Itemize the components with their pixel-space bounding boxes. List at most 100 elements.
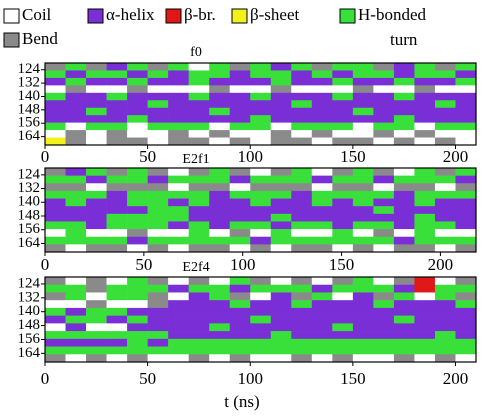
state-cell xyxy=(86,213,107,222)
state-cell xyxy=(311,107,333,116)
state-cell xyxy=(332,63,354,71)
state-cell xyxy=(250,331,272,340)
state-cell xyxy=(270,190,292,199)
state-cell xyxy=(106,307,128,316)
state-cell xyxy=(311,277,333,286)
state-cell xyxy=(373,206,395,215)
state-cell xyxy=(45,229,66,238)
state-cell xyxy=(147,77,169,86)
state-cell xyxy=(188,168,210,176)
state-cell xyxy=(414,115,436,123)
state-cell xyxy=(352,300,374,309)
state-cell xyxy=(127,70,148,79)
state-cell xyxy=(311,323,333,332)
state-cell xyxy=(127,107,148,116)
state-cell xyxy=(65,130,87,138)
state-cell xyxy=(127,284,148,293)
state-cell xyxy=(393,331,415,340)
state-cell xyxy=(86,115,107,123)
state-cell xyxy=(270,323,292,332)
state-cell xyxy=(127,354,148,363)
state-cell xyxy=(188,229,210,238)
state-cell xyxy=(291,229,313,238)
y-tick-label: 140 xyxy=(18,88,41,104)
state-cell xyxy=(455,292,477,301)
state-cell xyxy=(373,198,395,207)
state-cell xyxy=(332,236,354,245)
state-cell xyxy=(127,323,148,332)
state-cell xyxy=(414,92,436,101)
y-tick-label: 140 xyxy=(18,303,41,319)
state-cell xyxy=(229,277,251,286)
state-cell xyxy=(311,137,333,146)
state-cell xyxy=(311,229,333,238)
state-cell xyxy=(86,107,107,116)
state-cell xyxy=(127,338,148,347)
state-cell xyxy=(373,85,395,94)
state-cell xyxy=(352,284,374,293)
state-cell xyxy=(127,300,148,309)
state-cell xyxy=(168,346,189,355)
state-cell xyxy=(332,107,354,116)
state-cell xyxy=(106,229,128,238)
state-cell xyxy=(455,130,477,138)
state-cell xyxy=(188,63,210,71)
state-cell xyxy=(311,85,333,94)
state-cell xyxy=(65,221,87,230)
state-cell xyxy=(147,284,169,293)
state-cell xyxy=(455,331,477,340)
state-cell xyxy=(414,323,436,332)
state-cell xyxy=(65,206,87,215)
state-cell xyxy=(393,130,415,138)
state-cell xyxy=(250,300,272,309)
state-cell xyxy=(168,122,189,131)
state-cell xyxy=(86,206,107,215)
state-cell xyxy=(291,346,313,355)
state-cell xyxy=(434,63,456,71)
state-cell xyxy=(106,315,128,324)
state-cell xyxy=(291,315,313,324)
state-cell xyxy=(270,206,292,215)
state-cell xyxy=(188,183,210,192)
state-cell xyxy=(414,198,436,207)
state-cell xyxy=(291,70,313,79)
state-cell xyxy=(127,307,148,316)
state-cell xyxy=(65,190,87,199)
state-cell xyxy=(455,338,477,347)
state-cell xyxy=(250,292,272,301)
state-cell xyxy=(45,107,66,116)
state-cell xyxy=(250,221,272,230)
state-cell xyxy=(434,122,456,131)
state-cell xyxy=(414,130,436,138)
state-cell xyxy=(168,300,189,309)
state-cell xyxy=(209,198,231,207)
state-cell xyxy=(147,323,169,332)
state-cell xyxy=(311,100,333,109)
state-cell xyxy=(86,168,107,176)
state-cell xyxy=(352,221,374,230)
state-cell xyxy=(65,92,87,101)
state-cell xyxy=(147,168,169,176)
state-cell xyxy=(455,122,477,131)
state-cell xyxy=(86,236,107,245)
state-cell xyxy=(434,292,456,301)
state-cell xyxy=(188,85,210,94)
state-cell xyxy=(86,277,107,286)
state-cell xyxy=(65,100,87,109)
state-cell xyxy=(332,183,354,192)
state-cell xyxy=(209,221,231,230)
state-cell xyxy=(229,183,251,192)
state-cell xyxy=(209,115,231,123)
state-cell xyxy=(352,107,374,116)
panel-title: f0 xyxy=(190,45,202,60)
state-cell xyxy=(332,115,354,123)
state-cell xyxy=(291,338,313,347)
y-tick-label: 148 xyxy=(18,317,41,333)
state-cell xyxy=(352,331,374,340)
state-cell xyxy=(229,175,251,184)
state-cell xyxy=(352,198,374,207)
legend-swatch xyxy=(3,32,20,48)
state-cell xyxy=(311,307,333,316)
state-cell xyxy=(229,92,251,101)
state-cell xyxy=(455,277,477,286)
